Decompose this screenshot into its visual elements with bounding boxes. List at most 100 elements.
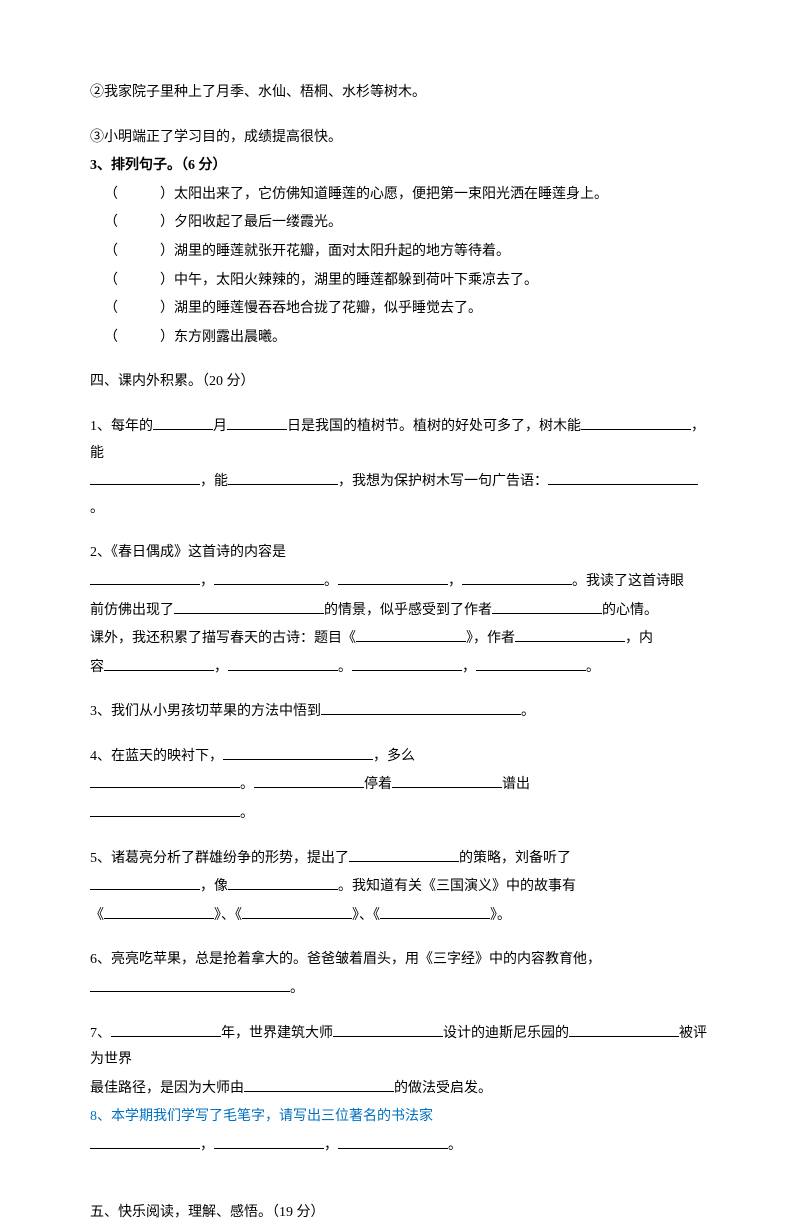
text: 《 xyxy=(90,908,104,923)
s4-q4c: 。 xyxy=(90,801,710,828)
s4-q2d: 课外，我还积累了描写春天的古诗：题目《》，作者，内 xyxy=(90,626,710,653)
blank[interactable] xyxy=(90,471,200,485)
text: 的心情。 xyxy=(602,603,658,618)
text: 停着 xyxy=(364,777,392,792)
q3-text: 中午，太阳火辣辣的，湖里的睡莲都躲到荷叶下乘凉去了。 xyxy=(174,273,538,288)
blank[interactable] xyxy=(174,600,324,614)
blank[interactable] xyxy=(153,416,213,430)
q3-item: （ ）夕阳收起了最后一缕霞光。 xyxy=(104,210,710,237)
s4-q6a: 6、亮亮吃苹果，总是抢着拿大的。爸爸皱着眉头，用《三字经》中的内容教育他， xyxy=(90,947,710,974)
blank[interactable] xyxy=(242,905,352,919)
text: 容 xyxy=(90,660,104,675)
blank[interactable] xyxy=(90,774,240,788)
s4-q2e: 容 ， 。 ， 。 xyxy=(90,655,710,682)
text: 5、诸葛亮分析了群雄纷争的形势，提出了 xyxy=(90,851,349,866)
s4-q7a: 7、年，世界建筑大师设计的迪斯尼乐园的被评为世界 xyxy=(90,1021,710,1074)
text: 前仿佛出现了 xyxy=(90,603,174,618)
text: 。 xyxy=(521,704,535,719)
s4-q6b: 。 xyxy=(90,976,710,1003)
text: 》。 xyxy=(490,908,511,923)
text: ， xyxy=(214,660,228,675)
blank[interactable] xyxy=(352,657,462,671)
blank[interactable] xyxy=(333,1023,443,1037)
s4-q7b: 最佳路径，是因为大师由 的做法受启发。 xyxy=(90,1076,710,1103)
text: ，能 xyxy=(200,474,228,489)
blank[interactable] xyxy=(223,746,373,760)
blank[interactable] xyxy=(214,571,324,585)
blank[interactable] xyxy=(90,803,240,817)
text: ， xyxy=(200,574,214,589)
text: 的策略，刘备听了 xyxy=(459,851,571,866)
blank[interactable] xyxy=(228,471,338,485)
blank[interactable] xyxy=(349,848,459,862)
blank[interactable] xyxy=(90,1135,200,1149)
text: 月 xyxy=(213,419,227,434)
q3-item: （ ）湖里的睡莲慢吞吞地合拢了花瓣，似乎睡觉去了。 xyxy=(104,296,710,323)
q3-text: 湖里的睡莲就张开花瓣，面对太阳升起的地方等待着。 xyxy=(174,244,510,259)
blank[interactable] xyxy=(569,1023,679,1037)
blank[interactable] xyxy=(90,571,200,585)
blank[interactable] xyxy=(515,628,625,642)
text: ， xyxy=(462,660,476,675)
blank[interactable] xyxy=(462,571,572,585)
blank[interactable] xyxy=(111,1023,221,1037)
s4-q8b: ，，。 xyxy=(90,1133,710,1160)
text: ，我想为保护树木写一句广告语： xyxy=(338,474,548,489)
text: 最佳路径，是因为大师由 xyxy=(90,1081,244,1096)
text: 4、在蓝天的映衬下， xyxy=(90,749,223,764)
blank[interactable] xyxy=(338,1135,448,1149)
blank[interactable] xyxy=(228,876,338,890)
blank[interactable] xyxy=(228,657,338,671)
text: ， xyxy=(200,1138,214,1153)
s4-q4a: 4、在蓝天的映衬下，，多么 xyxy=(90,744,710,771)
s4-q8a: 8、本学期我们学写了毛笔字，请写出三位著名的书法家 xyxy=(90,1104,710,1131)
text: 的做法受启发。 xyxy=(394,1081,492,1096)
q3-text: 东方刚露出晨曦。 xyxy=(174,330,286,345)
s4-q2a: 2、《春日偶成》这首诗的内容是 xyxy=(90,540,710,567)
blank[interactable] xyxy=(90,978,290,992)
q3-item: （ ）太阳出来了，它仿佛知道睡莲的心愿，便把第一束阳光洒在睡莲身上。 xyxy=(104,182,710,209)
blank[interactable] xyxy=(392,774,502,788)
blank[interactable] xyxy=(548,471,698,485)
blank[interactable] xyxy=(104,905,214,919)
text: 。我读了这首诗眼 xyxy=(572,574,684,589)
text: 日是我国的植树节。植树的好处可多了，树木能 xyxy=(287,419,581,434)
q3-title: 3、排列句子。（6 分） xyxy=(90,153,710,180)
text: 。 xyxy=(240,777,254,792)
text: 课外，我还积累了描写春天的古诗：题目《 xyxy=(90,631,356,646)
blank[interactable] xyxy=(254,774,364,788)
q2-item3: ③小明端正了学习目的，成绩提高很快。 xyxy=(90,125,710,152)
blank[interactable] xyxy=(244,1078,394,1092)
text: 的情景，似乎感受到了作者 xyxy=(324,603,492,618)
blank[interactable] xyxy=(227,416,287,430)
s4-q5a: 5、诸葛亮分析了群雄纷争的形势，提出了 的策略，刘备听了 xyxy=(90,846,710,873)
s4-q4b: 。停着谱出 xyxy=(90,772,710,799)
text: 》，作者 xyxy=(466,631,515,646)
q3-text: 湖里的睡莲慢吞吞地合拢了花瓣，似乎睡觉去了。 xyxy=(174,301,482,316)
blank[interactable] xyxy=(476,657,586,671)
blank[interactable] xyxy=(104,657,214,671)
section4-title: 四、课内外积累。（20 分） xyxy=(90,369,710,396)
blank[interactable] xyxy=(380,905,490,919)
text: 》、《 xyxy=(214,908,242,923)
q3-text: 夕阳收起了最后一缕霞光。 xyxy=(174,215,342,230)
blank[interactable] xyxy=(581,416,691,430)
blank[interactable] xyxy=(90,876,200,890)
s4-q2c: 前仿佛出现了 的情景，似乎感受到了作者 的心情。 xyxy=(90,598,710,625)
text: 》、《 xyxy=(352,908,380,923)
blank[interactable] xyxy=(338,571,448,585)
text: 。 xyxy=(338,660,352,675)
s4-q5b: ，像。我知道有关《三国演义》中的故事有 xyxy=(90,874,710,901)
blank[interactable] xyxy=(321,701,521,715)
s4-q2b: ，。，。我读了这首诗眼 xyxy=(90,569,710,596)
blank[interactable] xyxy=(356,628,466,642)
text: 年，世界建筑大师 xyxy=(221,1026,333,1041)
blank[interactable] xyxy=(214,1135,324,1149)
text: 。 xyxy=(290,981,304,996)
text: ，像 xyxy=(200,879,228,894)
text: 。 xyxy=(324,574,338,589)
s4-q5c: 《 》、《 》、《 》。 xyxy=(90,903,710,930)
text: 1、每年的 xyxy=(90,419,153,434)
text: 。 xyxy=(586,660,600,675)
blank[interactable] xyxy=(492,600,602,614)
